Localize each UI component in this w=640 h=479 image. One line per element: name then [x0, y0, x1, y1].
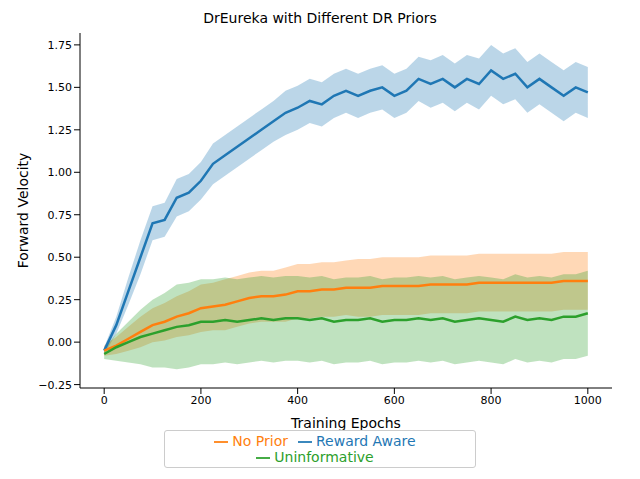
html-text:Uninformative: Uninformative [274, 449, 374, 465]
svg-text:0.75: 0.75 [48, 209, 73, 222]
svg-text:0.25: 0.25 [48, 294, 73, 307]
svg-text:−0.25: −0.25 [38, 379, 72, 392]
svg-text:600: 600 [384, 394, 405, 407]
svg-text:200: 200 [190, 394, 211, 407]
svg-text:0.50: 0.50 [48, 251, 73, 264]
html-text:No Prior: No Prior [232, 433, 288, 449]
html-text:DrEureka with Different DR Pri: DrEureka with Different DR Priors [203, 10, 437, 26]
svg-text:Training Epochs: Training Epochs [290, 415, 401, 431]
svg-text:0: 0 [101, 394, 108, 407]
svg-text:1.00: 1.00 [48, 166, 73, 179]
svg-text:1.25: 1.25 [48, 124, 73, 137]
svg-text:800: 800 [481, 394, 502, 407]
svg-text:Forward Velocity: Forward Velocity [15, 153, 31, 269]
svg-text:400: 400 [287, 394, 308, 407]
html-text:Reward Aware: Reward Aware [316, 433, 416, 449]
svg-text:0.00: 0.00 [48, 336, 73, 349]
svg-text:1.75: 1.75 [48, 39, 73, 52]
svg-text:1.50: 1.50 [48, 81, 73, 94]
svg-text:1000: 1000 [574, 394, 602, 407]
